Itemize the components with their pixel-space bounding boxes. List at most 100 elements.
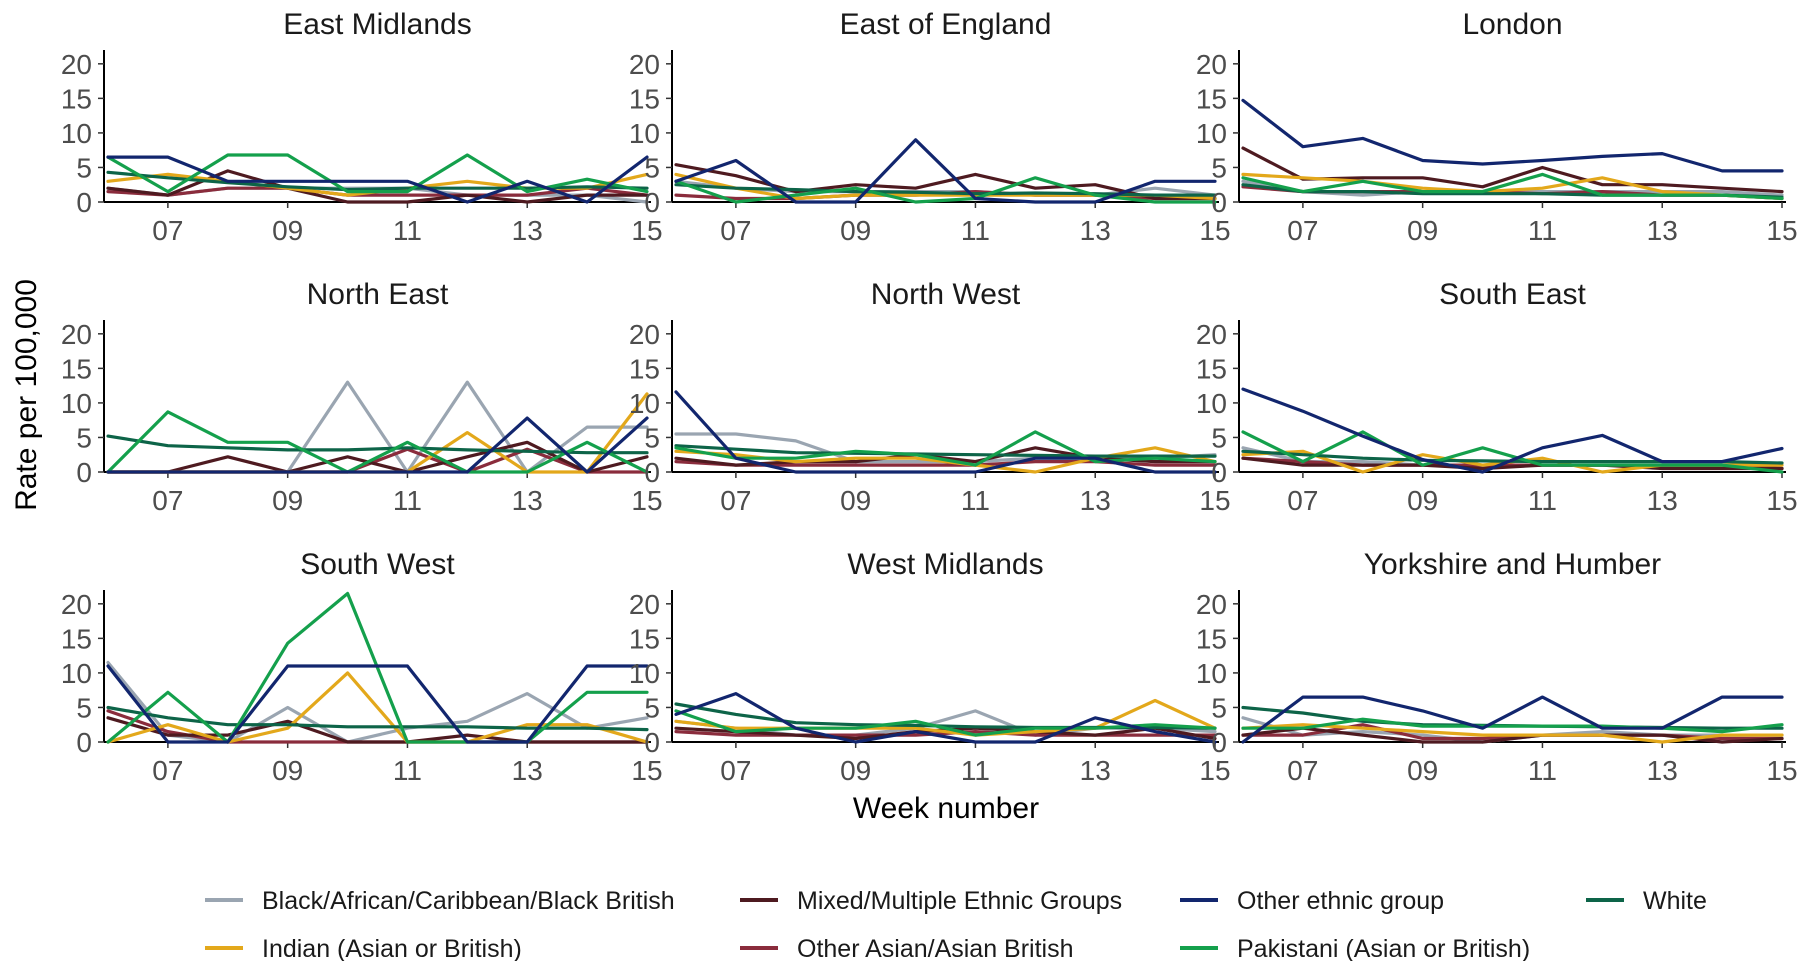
- x-tick-label: 11: [961, 755, 990, 786]
- x-tick-label: 07: [152, 485, 183, 516]
- y-tick-label: 20: [629, 589, 660, 620]
- y-tick-label: 15: [61, 83, 92, 114]
- x-tick-label: 13: [512, 755, 543, 786]
- y-tick-label: 15: [629, 353, 660, 384]
- y-tick-label: 0: [1211, 187, 1227, 218]
- y-tick-label: 15: [61, 353, 92, 384]
- series-line-pakistani: [106, 410, 649, 474]
- series-line-pakistani: [1241, 172, 1784, 201]
- x-tick-label: 11: [1528, 485, 1557, 516]
- x-tick-label: 15: [1199, 755, 1230, 786]
- y-tick-label: 15: [61, 623, 92, 654]
- y-tick-label: 10: [629, 658, 660, 689]
- x-tick-label: 07: [152, 215, 183, 246]
- legend-label: Indian (Asian or British): [262, 935, 522, 961]
- series-line-white: [674, 183, 1217, 197]
- y-tick-label: 0: [76, 727, 92, 758]
- legend-label: Mixed/Multiple Ethnic Groups: [797, 887, 1122, 915]
- series-line-white: [106, 705, 649, 732]
- series-line-indian: [674, 698, 1217, 737]
- x-tick-label: 15: [631, 215, 662, 246]
- panel-title: South East: [1439, 278, 1586, 311]
- x-tick-label: 07: [152, 755, 183, 786]
- series-line-other: [1241, 98, 1784, 173]
- series-line-pakistani: [1241, 717, 1784, 734]
- y-tick-label: 10: [629, 118, 660, 149]
- x-tick-label: 15: [1766, 215, 1797, 246]
- x-tick-label: 07: [1287, 755, 1318, 786]
- panel-title: West Midlands: [847, 548, 1043, 581]
- series-line-pakistani: [106, 153, 649, 194]
- x-tick-label: 13: [1080, 485, 1111, 516]
- y-tick-label: 5: [1211, 692, 1227, 723]
- legend-item-mixed: Mixed/Multiple Ethnic Groups: [740, 887, 1122, 915]
- panel-title: Yorkshire and Humber: [1364, 548, 1661, 581]
- y-tick-label: 15: [1196, 353, 1227, 384]
- series-line-black: [106, 660, 649, 744]
- x-tick-label: 09: [272, 215, 303, 246]
- y-tick-label: 10: [61, 118, 92, 149]
- x-tick-label: 15: [1199, 215, 1230, 246]
- x-tick-label: 11: [393, 215, 422, 246]
- x-tick-label: 07: [1287, 485, 1318, 516]
- x-tick-label: 15: [1766, 485, 1797, 516]
- y-tick-label: 10: [61, 658, 92, 689]
- legend-item-black: Black/African/Caribbean/Black British: [205, 887, 675, 915]
- series-line-mixed: [106, 716, 649, 744]
- y-tick-label: 10: [61, 388, 92, 419]
- y-tick-label: 5: [76, 152, 92, 183]
- x-tick-label: 13: [512, 215, 543, 246]
- panel-title: East of England: [840, 8, 1052, 41]
- legend: Black/African/Caribbean/Black British Ind…: [205, 887, 1707, 961]
- x-tick-label: 09: [272, 485, 303, 516]
- legend-item-otherasian: Other Asian/Asian British: [740, 935, 1074, 961]
- series-line-other: [1241, 387, 1784, 474]
- y-tick-label: 15: [1196, 623, 1227, 654]
- x-tick-label: 07: [720, 755, 751, 786]
- series-line-other: [106, 155, 649, 204]
- x-tick-label: 15: [1199, 485, 1230, 516]
- x-tick-label: 13: [1647, 215, 1678, 246]
- y-tick-label: 10: [1196, 388, 1227, 419]
- x-tick-label: 13: [1647, 485, 1678, 516]
- y-tick-label: 5: [76, 422, 92, 453]
- series-line-indian: [106, 671, 649, 744]
- y-tick-label: 5: [644, 692, 660, 723]
- y-tick-label: 5: [76, 692, 92, 723]
- panel-title: North East: [307, 278, 449, 311]
- y-tick-label: 0: [644, 727, 660, 758]
- legend-label: Other ethnic group: [1237, 887, 1444, 915]
- y-tick-label: 0: [1211, 727, 1227, 758]
- y-tick-label: 0: [76, 187, 92, 218]
- x-tick-label: 09: [1407, 485, 1438, 516]
- x-tick-label: 13: [512, 485, 543, 516]
- y-tick-label: 15: [629, 623, 660, 654]
- series-line-other: [674, 390, 1217, 474]
- series-line-pakistani: [1241, 430, 1784, 474]
- series-line-indian: [1241, 723, 1784, 744]
- series-line-other: [1241, 695, 1784, 744]
- series-line-white: [106, 170, 649, 192]
- y-tick-label: 20: [629, 319, 660, 350]
- y-tick-label: 20: [1196, 319, 1227, 350]
- x-tick-label: 11: [393, 755, 422, 786]
- x-tick-label: 13: [1080, 215, 1111, 246]
- y-tick-label: 20: [61, 589, 92, 620]
- legend-item-white: White: [1586, 887, 1707, 915]
- series-line-pakistani: [106, 591, 649, 744]
- legend-item-other: Other ethnic group: [1180, 887, 1444, 915]
- x-tick-label: 07: [1287, 215, 1318, 246]
- y-axis-title: Rate per 100,000: [10, 279, 43, 511]
- series-line-pakistani: [674, 430, 1217, 467]
- x-tick-label: 09: [1407, 215, 1438, 246]
- panel-title: East Midlands: [283, 8, 471, 41]
- y-tick-label: 20: [629, 49, 660, 80]
- legend-label: Other Asian/Asian British: [797, 935, 1074, 961]
- x-tick-label: 09: [840, 215, 871, 246]
- x-tick-label: 11: [393, 485, 422, 516]
- y-tick-label: 5: [1211, 422, 1227, 453]
- y-tick-label: 10: [1196, 118, 1227, 149]
